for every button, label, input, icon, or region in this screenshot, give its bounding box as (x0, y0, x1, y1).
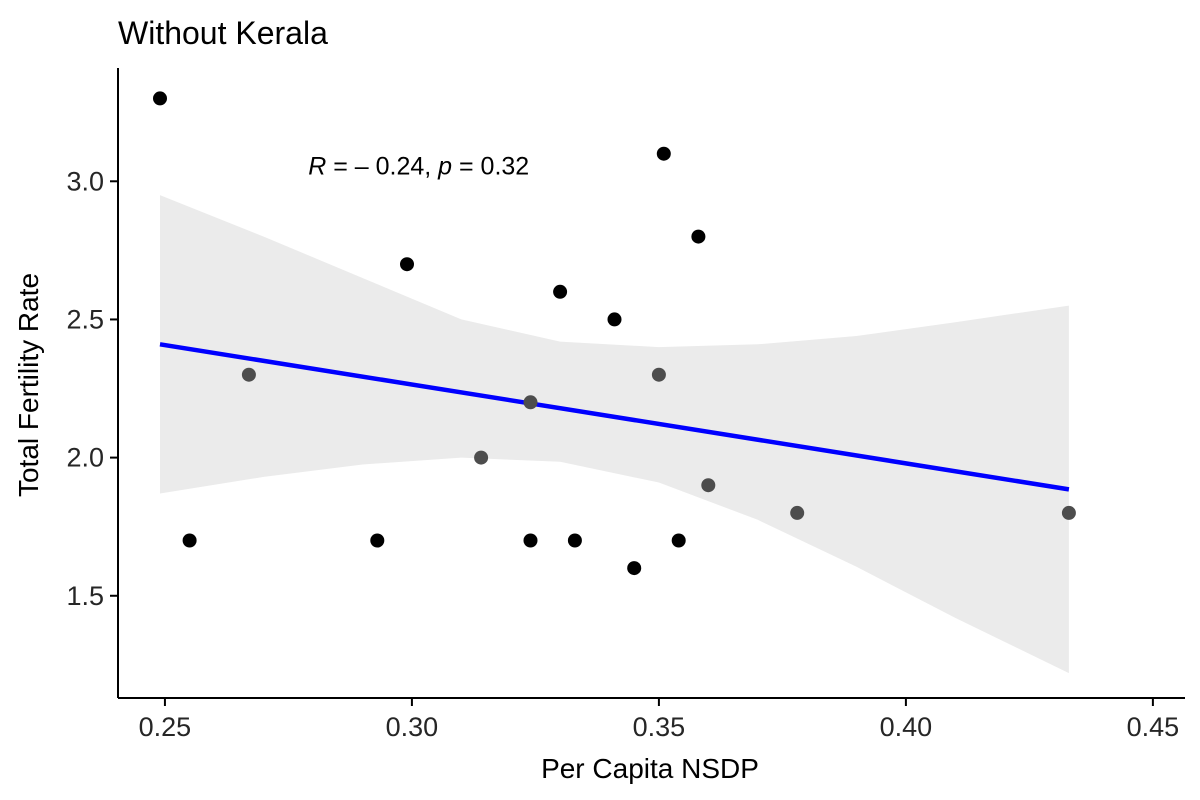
chart-title: Without Kerala (118, 15, 328, 51)
data-point (607, 312, 622, 327)
data-point (790, 505, 805, 520)
data-point (523, 533, 538, 548)
data-point (701, 478, 716, 493)
data-point (241, 367, 256, 382)
data-point (691, 229, 706, 244)
y-axis-title: Total Fertility Rate (13, 273, 44, 497)
x-axis-title: Per Capita NSDP (541, 753, 759, 784)
x-tick-label: 0.45 (1127, 712, 1180, 742)
x-tick-label: 0.35 (633, 712, 686, 742)
confidence-band-layer (160, 195, 1069, 674)
regression-line (159, 342, 1070, 492)
y-tick-label: 2.5 (66, 304, 104, 334)
data-point (474, 450, 489, 465)
data-point (400, 257, 414, 272)
x-tick-label: 0.40 (880, 712, 933, 742)
p-symbol: p (437, 152, 452, 180)
data-point (567, 533, 582, 548)
data-point (182, 533, 197, 548)
data-point (627, 561, 642, 576)
x-tick-label: 0.30 (386, 712, 439, 742)
data-point (656, 146, 671, 161)
data-point (523, 395, 538, 410)
axes-layer: 0.25 0.30 0.35 0.40 0.45 1.5 2.0 2.5 3.0 (66, 68, 1185, 742)
y-tick-label: 1.5 (66, 581, 104, 611)
r-value: = – 0.24, (326, 152, 438, 180)
p-value: = 0.32 (452, 152, 529, 180)
data-point (671, 533, 686, 548)
points-layer (153, 91, 1076, 576)
confidence-band (160, 195, 1069, 674)
y-tick-label: 3.0 (66, 166, 104, 196)
y-tick-label: 2.0 (66, 443, 104, 473)
data-point (370, 533, 385, 548)
r-symbol: R (308, 152, 326, 180)
data-point (1061, 505, 1076, 520)
correlation-annotation: R = – 0.24, p = 0.32 (308, 152, 529, 180)
x-tick-label: 0.25 (139, 712, 192, 742)
fit-line-layer (159, 342, 1070, 492)
data-point (651, 367, 666, 382)
data-point (553, 284, 568, 299)
data-point (153, 91, 167, 106)
